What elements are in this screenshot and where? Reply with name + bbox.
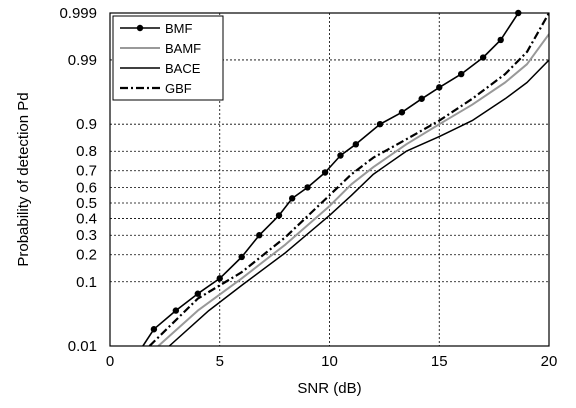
legend-box	[112, 15, 224, 101]
y-tick-label: 0.4	[76, 211, 97, 228]
x-tick-label: 15	[431, 353, 448, 370]
series-point-bmf	[304, 184, 311, 191]
series-point-bmf	[352, 141, 360, 148]
x-tick-label: 0	[106, 353, 114, 370]
legend-label: BMF	[165, 21, 193, 36]
series-point-bmf	[398, 109, 406, 116]
y-tick-label: 0.5	[76, 195, 97, 212]
series-point-bmf	[418, 95, 425, 102]
legend-label: BACE	[165, 61, 201, 76]
series-point-bmf	[337, 152, 344, 159]
y-tick-label: 0.3	[76, 227, 97, 244]
y-axis-label: Probability of detection Pd	[15, 92, 32, 266]
legend-label: GBF	[165, 81, 192, 96]
y-tick-label: 0.999	[59, 5, 97, 22]
legend-marker	[136, 24, 144, 32]
plot-frame	[109, 12, 550, 347]
series-point-bmf	[288, 195, 296, 202]
series-point-bmf	[458, 70, 465, 78]
series-point-bmf	[376, 120, 384, 128]
series-layer	[142, 9, 549, 346]
series-point-bmf	[150, 326, 158, 333]
y-tick-label: 0.7	[76, 163, 97, 180]
y-tick-label: 0.6	[76, 179, 97, 196]
series-point-bmf	[216, 275, 223, 282]
series-point-bmf	[172, 307, 180, 314]
y-tick-label: 0.9	[76, 116, 97, 133]
y-tick-label: 0.8	[76, 143, 97, 160]
series-point-bmf	[436, 84, 443, 91]
series-point-bmf	[479, 54, 487, 61]
series-line-bamf	[157, 33, 549, 346]
series-point-bmf	[275, 212, 283, 219]
y-tick-label: 0.01	[68, 338, 97, 355]
y-tick-label: 0.1	[76, 274, 97, 291]
series-point-bmf	[497, 36, 504, 44]
series-point-bmf	[256, 232, 263, 239]
series-point-bmf	[321, 169, 329, 176]
x-tick-label: 5	[216, 353, 224, 370]
x-tick-label: 20	[541, 353, 558, 370]
ticks: 0 5 10 15 20 0.01 0.1 0.2 0.30.40.50.60.7 0.8 0.9 0…	[59, 5, 557, 370]
legend: BMF BAMF BACE GBF	[112, 15, 224, 101]
series-line-bace	[168, 59, 549, 346]
x-tick-label: 10	[321, 353, 338, 370]
legend-label: BAMF	[165, 41, 201, 56]
x-axis-label: SNR (dB)	[297, 380, 361, 397]
y-tick-label: 0.99	[68, 52, 97, 69]
series-point-bmf	[194, 290, 201, 297]
series-line-gbf	[148, 13, 549, 346]
series-point-bmf	[238, 253, 245, 261]
y-tick-label: 0.2	[76, 247, 97, 264]
